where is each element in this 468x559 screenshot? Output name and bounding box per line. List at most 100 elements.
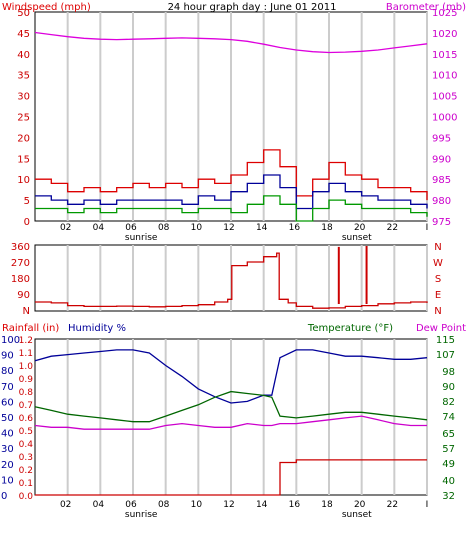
rainfall-tick-label: 1.2 bbox=[19, 336, 33, 346]
windspeed-tick-label: 10 bbox=[17, 175, 30, 186]
humidity-tick-label: 70 bbox=[1, 382, 14, 393]
rainfall-line bbox=[35, 459, 427, 496]
rainfall-tick-label: 0.6 bbox=[19, 414, 34, 424]
rainfall-tick-label: 1.1 bbox=[19, 349, 33, 359]
rainfall-tick-label: 1.0 bbox=[19, 362, 34, 372]
humidity-tick-label: 90 bbox=[1, 351, 14, 362]
temperature-axis-label: Temperature (°F) bbox=[307, 323, 393, 334]
direction-tick-label: 180 bbox=[11, 274, 30, 285]
wind-panel-xtick-label: 10 bbox=[191, 223, 203, 233]
wind-panel-sunrise-label: sunrise bbox=[125, 233, 158, 243]
windspeed-tick-label: 20 bbox=[17, 133, 30, 144]
rainfall-tick-label: 0.2 bbox=[19, 466, 33, 476]
windspeed-line bbox=[35, 195, 428, 222]
barometer-tick-label: 985 bbox=[432, 175, 451, 186]
windspeed-line bbox=[35, 149, 428, 201]
humidity-axis-label: Humidity % bbox=[68, 323, 126, 334]
humidity-tick-label: 60 bbox=[1, 397, 14, 408]
direction-tick-label: 360 bbox=[11, 242, 30, 253]
humidity-tick-label: 100 bbox=[1, 335, 20, 346]
barometer-tick-label: 995 bbox=[432, 133, 451, 144]
direction-tick-label: N bbox=[23, 306, 30, 317]
temperature-tick-label: 115 bbox=[436, 335, 455, 346]
humidity-tick-label: 80 bbox=[1, 366, 14, 377]
wind-panel-xtick-label: 02 bbox=[60, 223, 71, 233]
humidity-tick-label: 20 bbox=[1, 460, 14, 471]
temperature-tick-label: 40 bbox=[442, 476, 455, 487]
climate-panel-xtick-label: 04 bbox=[93, 500, 105, 510]
windspeed-tick-label: 25 bbox=[17, 113, 30, 124]
barometer-tick-label: 1020 bbox=[432, 29, 457, 40]
wind-panel-sunset-label: sunset bbox=[342, 233, 372, 243]
windspeed-tick-label: 45 bbox=[17, 29, 30, 40]
dew-point-axis-label: Dew Point bbox=[416, 323, 466, 334]
wind-panel-xtick-label: 16 bbox=[289, 223, 301, 233]
wind-panel-xtick-label: I bbox=[426, 223, 429, 233]
windspeed-line bbox=[35, 174, 428, 210]
rainfall-tick-label: 0.0 bbox=[19, 492, 34, 502]
rainfall-tick-label: 0.5 bbox=[19, 427, 33, 437]
temperature-tick-label: 98 bbox=[442, 367, 455, 378]
compass-tick-label: N bbox=[434, 242, 441, 253]
wind-panel-xtick-label: 14 bbox=[256, 223, 268, 233]
temperature-line bbox=[34, 390, 428, 423]
compass-tick-label: N bbox=[434, 306, 441, 317]
barometer-axis-label: Barometer (mb) bbox=[386, 2, 466, 13]
climate-panel-xtick-label: 12 bbox=[223, 500, 234, 510]
climate-panel-xtick-label: 10 bbox=[191, 500, 203, 510]
wind-panel-xtick-label: 20 bbox=[354, 223, 366, 233]
wind-panel-xtick-label: 04 bbox=[93, 223, 105, 233]
barometer-tick-label: 975 bbox=[432, 217, 451, 228]
wind-panel-xtick-label: 18 bbox=[321, 223, 333, 233]
climate-panel-xtick-label: 08 bbox=[158, 500, 170, 510]
climate-panel-xtick-label: 18 bbox=[321, 500, 333, 510]
climate-panel-xtick-label: 02 bbox=[60, 500, 71, 510]
barometer-tick-label: 1015 bbox=[432, 50, 457, 61]
humidity-tick-label: 50 bbox=[1, 413, 14, 424]
compass-tick-label: S bbox=[435, 274, 441, 285]
rainfall-tick-label: 0.7 bbox=[19, 401, 33, 411]
temperature-tick-label: 65 bbox=[442, 429, 455, 440]
dew-point-line bbox=[34, 415, 427, 430]
compass-tick-label: W bbox=[433, 258, 443, 269]
humidity-tick-label: 40 bbox=[1, 429, 14, 440]
windspeed-tick-label: 40 bbox=[17, 50, 30, 61]
humidity-line bbox=[34, 349, 428, 404]
rainfall-axis-label: Rainfall (in) bbox=[2, 323, 59, 334]
barometer-tick-label: 1000 bbox=[432, 113, 457, 124]
barometer-line bbox=[34, 31, 428, 54]
climate-panel-xtick-label: 14 bbox=[256, 500, 268, 510]
temperature-tick-label: 49 bbox=[442, 459, 455, 470]
windspeed-tick-label: 5 bbox=[24, 196, 30, 207]
barometer-tick-label: 990 bbox=[432, 154, 451, 165]
temperature-tick-label: 32 bbox=[442, 491, 455, 502]
temperature-tick-label: 74 bbox=[442, 412, 455, 423]
windspeed-tick-label: 15 bbox=[17, 154, 30, 165]
windspeed-tick-label: 30 bbox=[17, 92, 30, 103]
climate-panel-xtick-label: 20 bbox=[354, 500, 366, 510]
humidity-tick-label: 0 bbox=[1, 491, 7, 502]
title: 24 hour graph day : June 01 2011 bbox=[168, 2, 337, 13]
barometer-tick-label: 980 bbox=[432, 196, 451, 207]
windspeed-tick-label: 0 bbox=[24, 217, 30, 228]
climate-panel-xtick-label: 16 bbox=[289, 500, 301, 510]
rainfall-tick-label: 0.8 bbox=[19, 388, 34, 398]
direction-tick-label: 90 bbox=[17, 290, 30, 301]
compass-tick-label: E bbox=[435, 290, 441, 301]
humidity-tick-label: 30 bbox=[1, 444, 14, 455]
windspeed-tick-label: 35 bbox=[17, 71, 30, 82]
rainfall-tick-label: 0.3 bbox=[19, 453, 33, 463]
wind-direction-line bbox=[35, 252, 428, 309]
climate-panel-sunrise-label: sunrise bbox=[125, 510, 158, 520]
climate-panel-xtick-label: 06 bbox=[125, 500, 137, 510]
temperature-tick-label: 82 bbox=[442, 397, 455, 408]
barometer-tick-label: 1025 bbox=[432, 8, 457, 19]
barometer-tick-label: 1010 bbox=[432, 71, 457, 82]
direction-tick-label: 270 bbox=[11, 258, 30, 269]
rainfall-tick-label: 0.4 bbox=[19, 440, 34, 450]
temperature-tick-label: 90 bbox=[442, 382, 455, 393]
wind-panel-xtick-label: 06 bbox=[125, 223, 137, 233]
wind-panel-xtick-label: 12 bbox=[223, 223, 234, 233]
rainfall-tick-label: 0.1 bbox=[19, 479, 33, 489]
humidity-tick-label: 10 bbox=[1, 475, 14, 486]
